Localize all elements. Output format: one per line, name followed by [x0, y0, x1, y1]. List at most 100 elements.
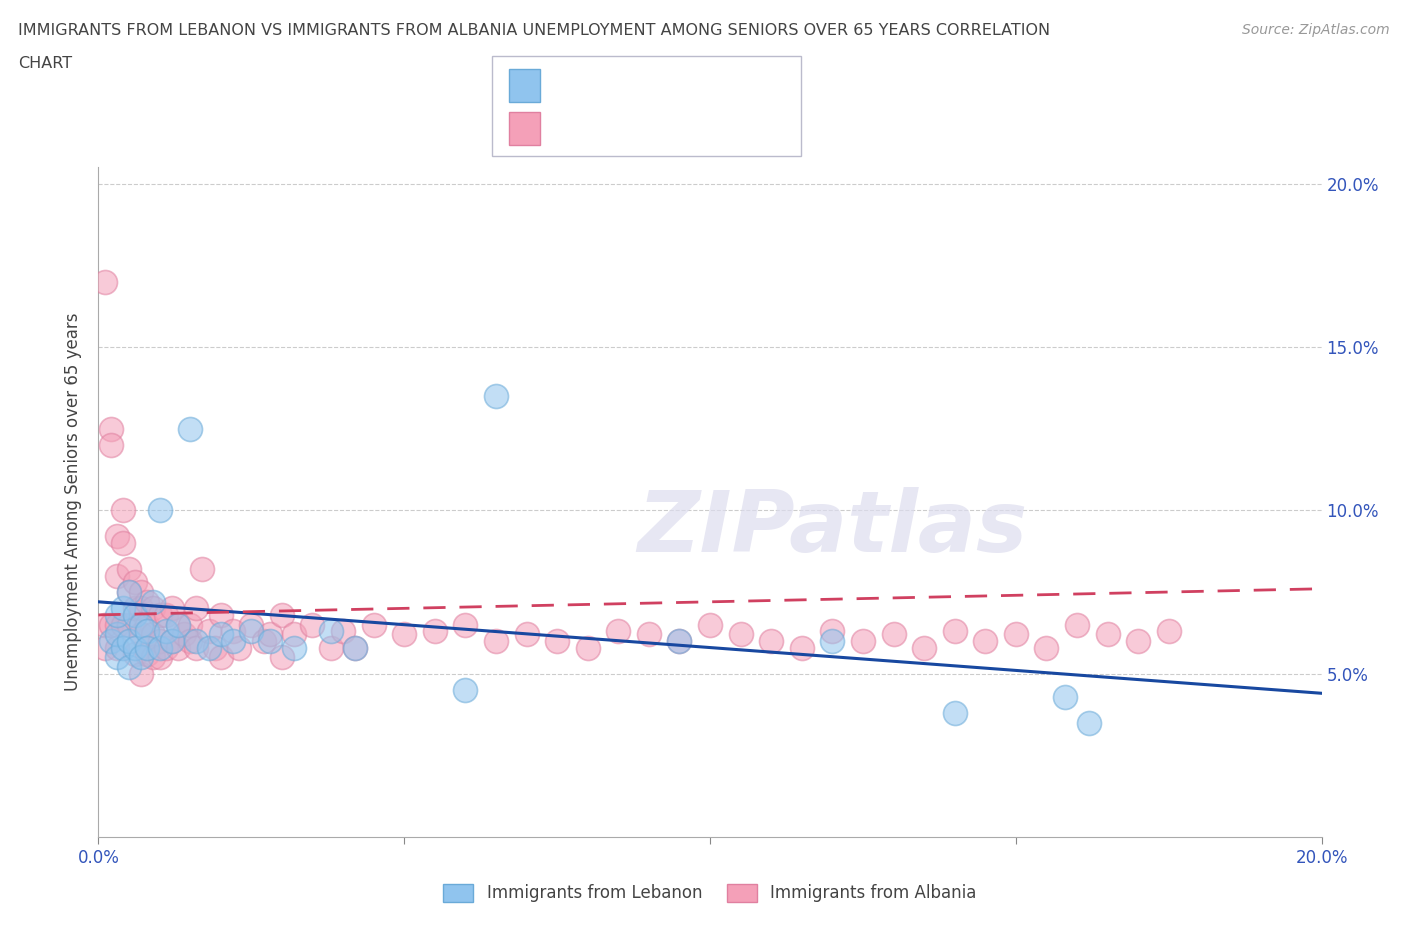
Text: R =: R = — [554, 69, 593, 86]
Point — [454, 683, 477, 698]
Point — [332, 624, 354, 639]
Point — [160, 633, 183, 648]
Point — [105, 627, 128, 642]
Text: N =: N = — [673, 69, 725, 86]
Point — [423, 624, 446, 639]
Point — [129, 650, 152, 665]
Point — [118, 585, 141, 600]
Point — [118, 562, 141, 577]
Point — [124, 640, 146, 655]
Point — [142, 594, 165, 609]
Point — [129, 618, 152, 632]
Text: CHART: CHART — [18, 56, 72, 71]
Point — [129, 585, 152, 600]
Point — [301, 618, 323, 632]
Point — [392, 627, 416, 642]
Point — [1053, 689, 1076, 704]
Point — [129, 601, 152, 616]
Point — [668, 633, 690, 648]
Point — [204, 640, 226, 655]
Point — [142, 601, 165, 616]
Point — [197, 624, 219, 639]
Point — [155, 624, 177, 639]
Point — [93, 274, 115, 289]
Point — [93, 618, 115, 632]
Point — [167, 618, 190, 632]
Point — [105, 640, 128, 655]
Point — [240, 618, 263, 632]
Point — [283, 627, 305, 642]
Point — [821, 624, 844, 639]
Point — [883, 627, 905, 642]
Point — [943, 706, 966, 721]
Point — [485, 633, 508, 648]
Point — [105, 607, 128, 622]
Point — [228, 640, 250, 655]
Y-axis label: Unemployment Among Seniors over 65 years: Unemployment Among Seniors over 65 years — [65, 313, 83, 691]
Point — [209, 627, 232, 642]
Point — [136, 624, 159, 639]
Point — [222, 624, 245, 639]
Point — [136, 646, 159, 661]
Point — [118, 585, 141, 600]
Point — [363, 618, 385, 632]
Point — [167, 640, 190, 655]
Point — [105, 568, 128, 583]
Point — [1035, 640, 1057, 655]
Point — [197, 640, 219, 655]
Point — [240, 624, 263, 639]
Point — [149, 607, 172, 622]
Point — [759, 633, 782, 648]
Point — [179, 618, 201, 632]
Point — [129, 627, 152, 642]
Point — [821, 633, 844, 648]
Point — [209, 650, 232, 665]
Point — [1078, 715, 1101, 730]
Point — [136, 594, 159, 609]
Point — [699, 618, 721, 632]
Point — [105, 618, 128, 632]
Point — [167, 618, 190, 632]
Point — [344, 640, 367, 655]
Point — [454, 618, 477, 632]
Point — [179, 633, 201, 648]
Point — [943, 624, 966, 639]
Point — [974, 633, 997, 648]
Point — [124, 646, 146, 661]
Point — [319, 640, 342, 655]
Point — [607, 624, 630, 639]
Text: -0.154: -0.154 — [607, 69, 665, 86]
Point — [222, 633, 245, 648]
Point — [136, 640, 159, 655]
Text: ZIPatlas: ZIPatlas — [637, 487, 1028, 570]
Point — [111, 503, 134, 518]
Text: IMMIGRANTS FROM LEBANON VS IMMIGRANTS FROM ALBANIA UNEMPLOYMENT AMONG SENIORS OV: IMMIGRANTS FROM LEBANON VS IMMIGRANTS FR… — [18, 23, 1050, 38]
Point — [186, 601, 208, 616]
Point — [344, 640, 367, 655]
Point — [485, 389, 508, 404]
Point — [155, 640, 177, 655]
Point — [912, 640, 935, 655]
Point — [1128, 633, 1150, 648]
Point — [93, 640, 115, 655]
Point — [124, 601, 146, 616]
Point — [1157, 624, 1180, 639]
Point — [730, 627, 752, 642]
Point — [100, 421, 122, 436]
Point — [516, 627, 538, 642]
Legend: Immigrants from Lebanon, Immigrants from Albania: Immigrants from Lebanon, Immigrants from… — [437, 877, 983, 909]
Point — [118, 659, 141, 674]
Point — [149, 503, 172, 518]
Point — [186, 633, 208, 648]
Text: 0.022: 0.022 — [607, 112, 658, 129]
Point — [191, 562, 214, 577]
Text: R =: R = — [554, 112, 599, 129]
Point — [155, 607, 177, 622]
Point — [270, 650, 292, 665]
Point — [124, 575, 146, 590]
Point — [111, 536, 134, 551]
Text: N =: N = — [673, 112, 725, 129]
Point — [142, 650, 165, 665]
Text: 38: 38 — [725, 69, 748, 86]
Point — [270, 607, 292, 622]
